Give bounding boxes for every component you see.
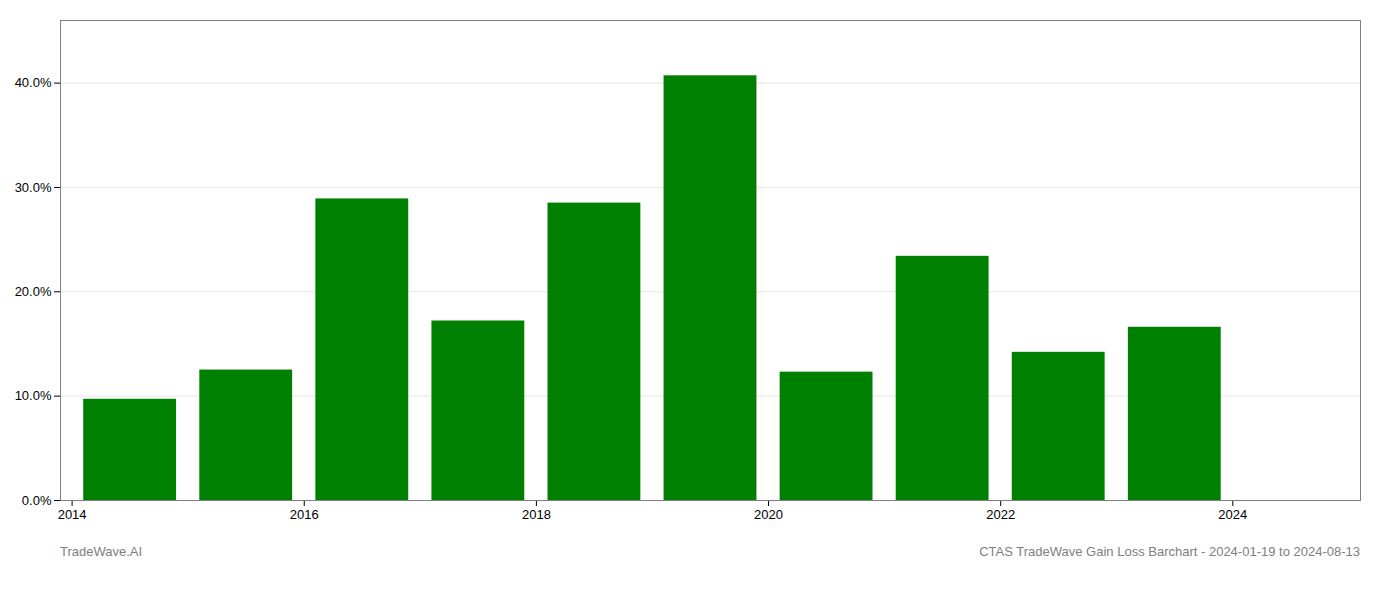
svg-text:0.0%: 0.0% xyxy=(22,493,52,508)
svg-text:2024: 2024 xyxy=(1218,507,1247,522)
svg-text:30.0%: 30.0% xyxy=(15,180,52,195)
svg-text:2018: 2018 xyxy=(522,507,551,522)
svg-text:10.0%: 10.0% xyxy=(15,388,52,403)
svg-text:2022: 2022 xyxy=(986,507,1015,522)
svg-text:2014: 2014 xyxy=(58,507,87,522)
svg-text:20.0%: 20.0% xyxy=(15,284,52,299)
svg-text:40.0%: 40.0% xyxy=(15,75,52,90)
html-text:TradeWave.AI: TradeWave.AI xyxy=(60,544,143,559)
svg-text:2020: 2020 xyxy=(754,507,783,522)
html-text:CTAS TradeWave Gain Loss Barch: CTAS TradeWave Gain Loss Barchart - 2024… xyxy=(979,544,1360,559)
svg-text:2016: 2016 xyxy=(290,507,319,522)
